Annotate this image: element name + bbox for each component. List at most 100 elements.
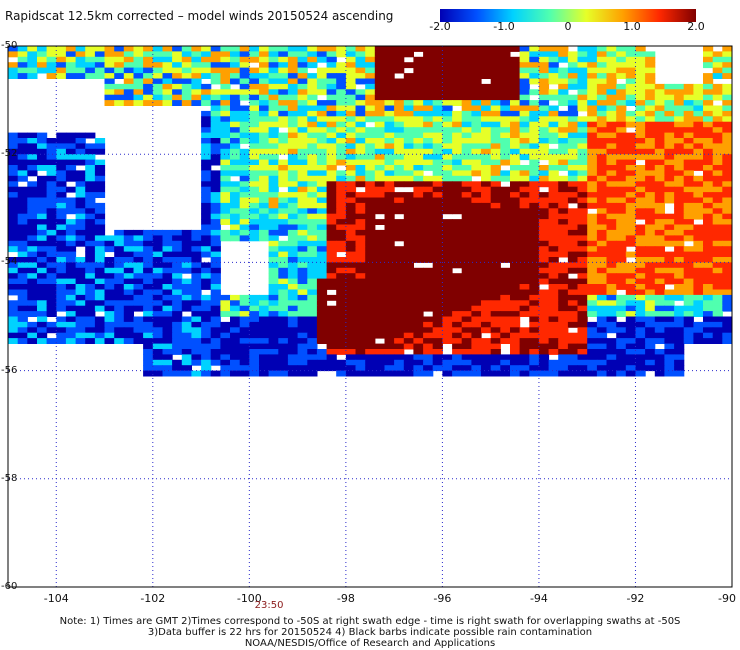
wind-difference-cell [316, 305, 328, 312]
wind-difference-cell [278, 94, 289, 101]
wind-difference-cell [162, 56, 173, 63]
wind-difference-cell [365, 267, 376, 274]
wind-difference-cell [287, 94, 299, 101]
wind-difference-cell [413, 219, 424, 225]
wind-difference-cell [384, 192, 395, 198]
wind-difference-cell [345, 110, 357, 117]
wind-difference-cell [519, 181, 530, 188]
wind-difference-cell [326, 246, 337, 253]
wind-difference-cell [510, 332, 521, 339]
colorbar-tick-label: 2.0 [687, 20, 705, 33]
wind-difference-cell [17, 138, 28, 144]
wind-difference-cell [616, 267, 627, 274]
wind-difference-cell [56, 73, 67, 79]
wind-difference-cell [210, 370, 221, 377]
wind-difference-cell [287, 202, 299, 209]
wind-difference-cell [27, 229, 38, 236]
wind-difference-cell [471, 78, 482, 85]
wind-difference-cell [587, 83, 598, 90]
wind-difference-cell [191, 370, 202, 377]
wind-difference-cell [162, 278, 173, 285]
wind-difference-cell [654, 219, 665, 225]
wind-difference-cell [297, 354, 308, 361]
wind-difference-cell [133, 289, 144, 296]
wind-difference-cell [345, 138, 357, 144]
wind-difference-cell [645, 300, 656, 307]
wind-difference-cell [645, 127, 656, 134]
wind-difference-cell [365, 338, 376, 344]
wind-difference-cell [432, 235, 443, 242]
wind-difference-cell [162, 338, 173, 344]
wind-difference-cell [442, 143, 453, 150]
wind-difference-cell [46, 278, 57, 285]
wind-difference-cell [683, 305, 694, 312]
wind-difference-cell [259, 175, 270, 182]
wind-difference-cell [432, 121, 443, 128]
wind-difference-cell [635, 51, 646, 58]
wind-difference-cell [616, 89, 627, 96]
wind-difference-cell [490, 365, 501, 372]
wind-difference-cell [201, 262, 212, 269]
wind-difference-cell [65, 267, 77, 274]
wind-difference-cell [56, 46, 67, 52]
wind-difference-cell [239, 327, 250, 334]
wind-difference-cell [423, 143, 434, 150]
wind-difference-cell [249, 67, 260, 74]
wind-difference-cell [635, 110, 646, 117]
wind-difference-cell [654, 181, 665, 188]
wind-difference-cell [201, 321, 212, 328]
wind-difference-cell [500, 365, 511, 372]
wind-difference-cell [316, 284, 328, 290]
wind-difference-cell [123, 46, 134, 52]
wind-difference-cell [239, 311, 250, 317]
wind-difference-cell [538, 78, 550, 85]
wind-difference-cell [123, 100, 134, 106]
wind-difference-cell [75, 294, 86, 301]
wind-difference-cell [471, 246, 482, 253]
wind-difference-cell [722, 316, 732, 323]
wind-difference-cell [432, 105, 443, 112]
wind-difference-cell [65, 62, 77, 69]
wind-difference-cell [471, 240, 482, 247]
wind-difference-cell [17, 289, 28, 296]
colorbar-tick-label: 0 [564, 20, 572, 33]
wind-difference-cell [94, 213, 106, 220]
wind-difference-cell [548, 338, 559, 344]
wind-difference-cell [278, 197, 289, 204]
wind-difference-cell [538, 56, 550, 63]
wind-difference-cell [432, 94, 443, 101]
wind-difference-cell [316, 159, 328, 166]
wind-difference-cell [230, 56, 241, 63]
wind-difference-cell [133, 262, 144, 269]
wind-difference-cell [606, 327, 617, 334]
wind-difference-cell [374, 116, 385, 123]
wind-difference-cell [162, 257, 173, 263]
wind-difference-cell [481, 110, 492, 117]
wind-difference-cell [635, 197, 646, 204]
wind-difference-cell [365, 202, 376, 209]
wind-difference-cell [345, 62, 357, 69]
wind-difference-cell [297, 365, 308, 372]
wind-difference-cell [481, 62, 492, 69]
wind-difference-cell [432, 262, 443, 269]
wind-difference-cell [510, 62, 521, 69]
wind-difference-cell [616, 213, 627, 220]
wind-difference-cell [268, 132, 279, 139]
wind-difference-cell [287, 316, 299, 323]
wind-difference-cell [287, 143, 299, 150]
wind-difference-cell [490, 67, 501, 74]
wind-difference-cell [558, 83, 569, 90]
wind-difference-cell [297, 181, 308, 188]
wind-difference-cell [654, 202, 665, 209]
wind-difference-cell [394, 284, 405, 290]
wind-difference-cell [316, 219, 328, 225]
wind-difference-cell [220, 73, 231, 79]
wind-difference-cell [510, 343, 521, 350]
wind-difference-cell [674, 278, 685, 285]
wind-difference-cell [27, 338, 38, 344]
wind-difference-cell [616, 262, 627, 269]
wind-difference-cell [442, 105, 453, 112]
wind-difference-cell [490, 240, 501, 247]
wind-difference-cell [191, 56, 202, 63]
wind-difference-cell [461, 370, 472, 377]
